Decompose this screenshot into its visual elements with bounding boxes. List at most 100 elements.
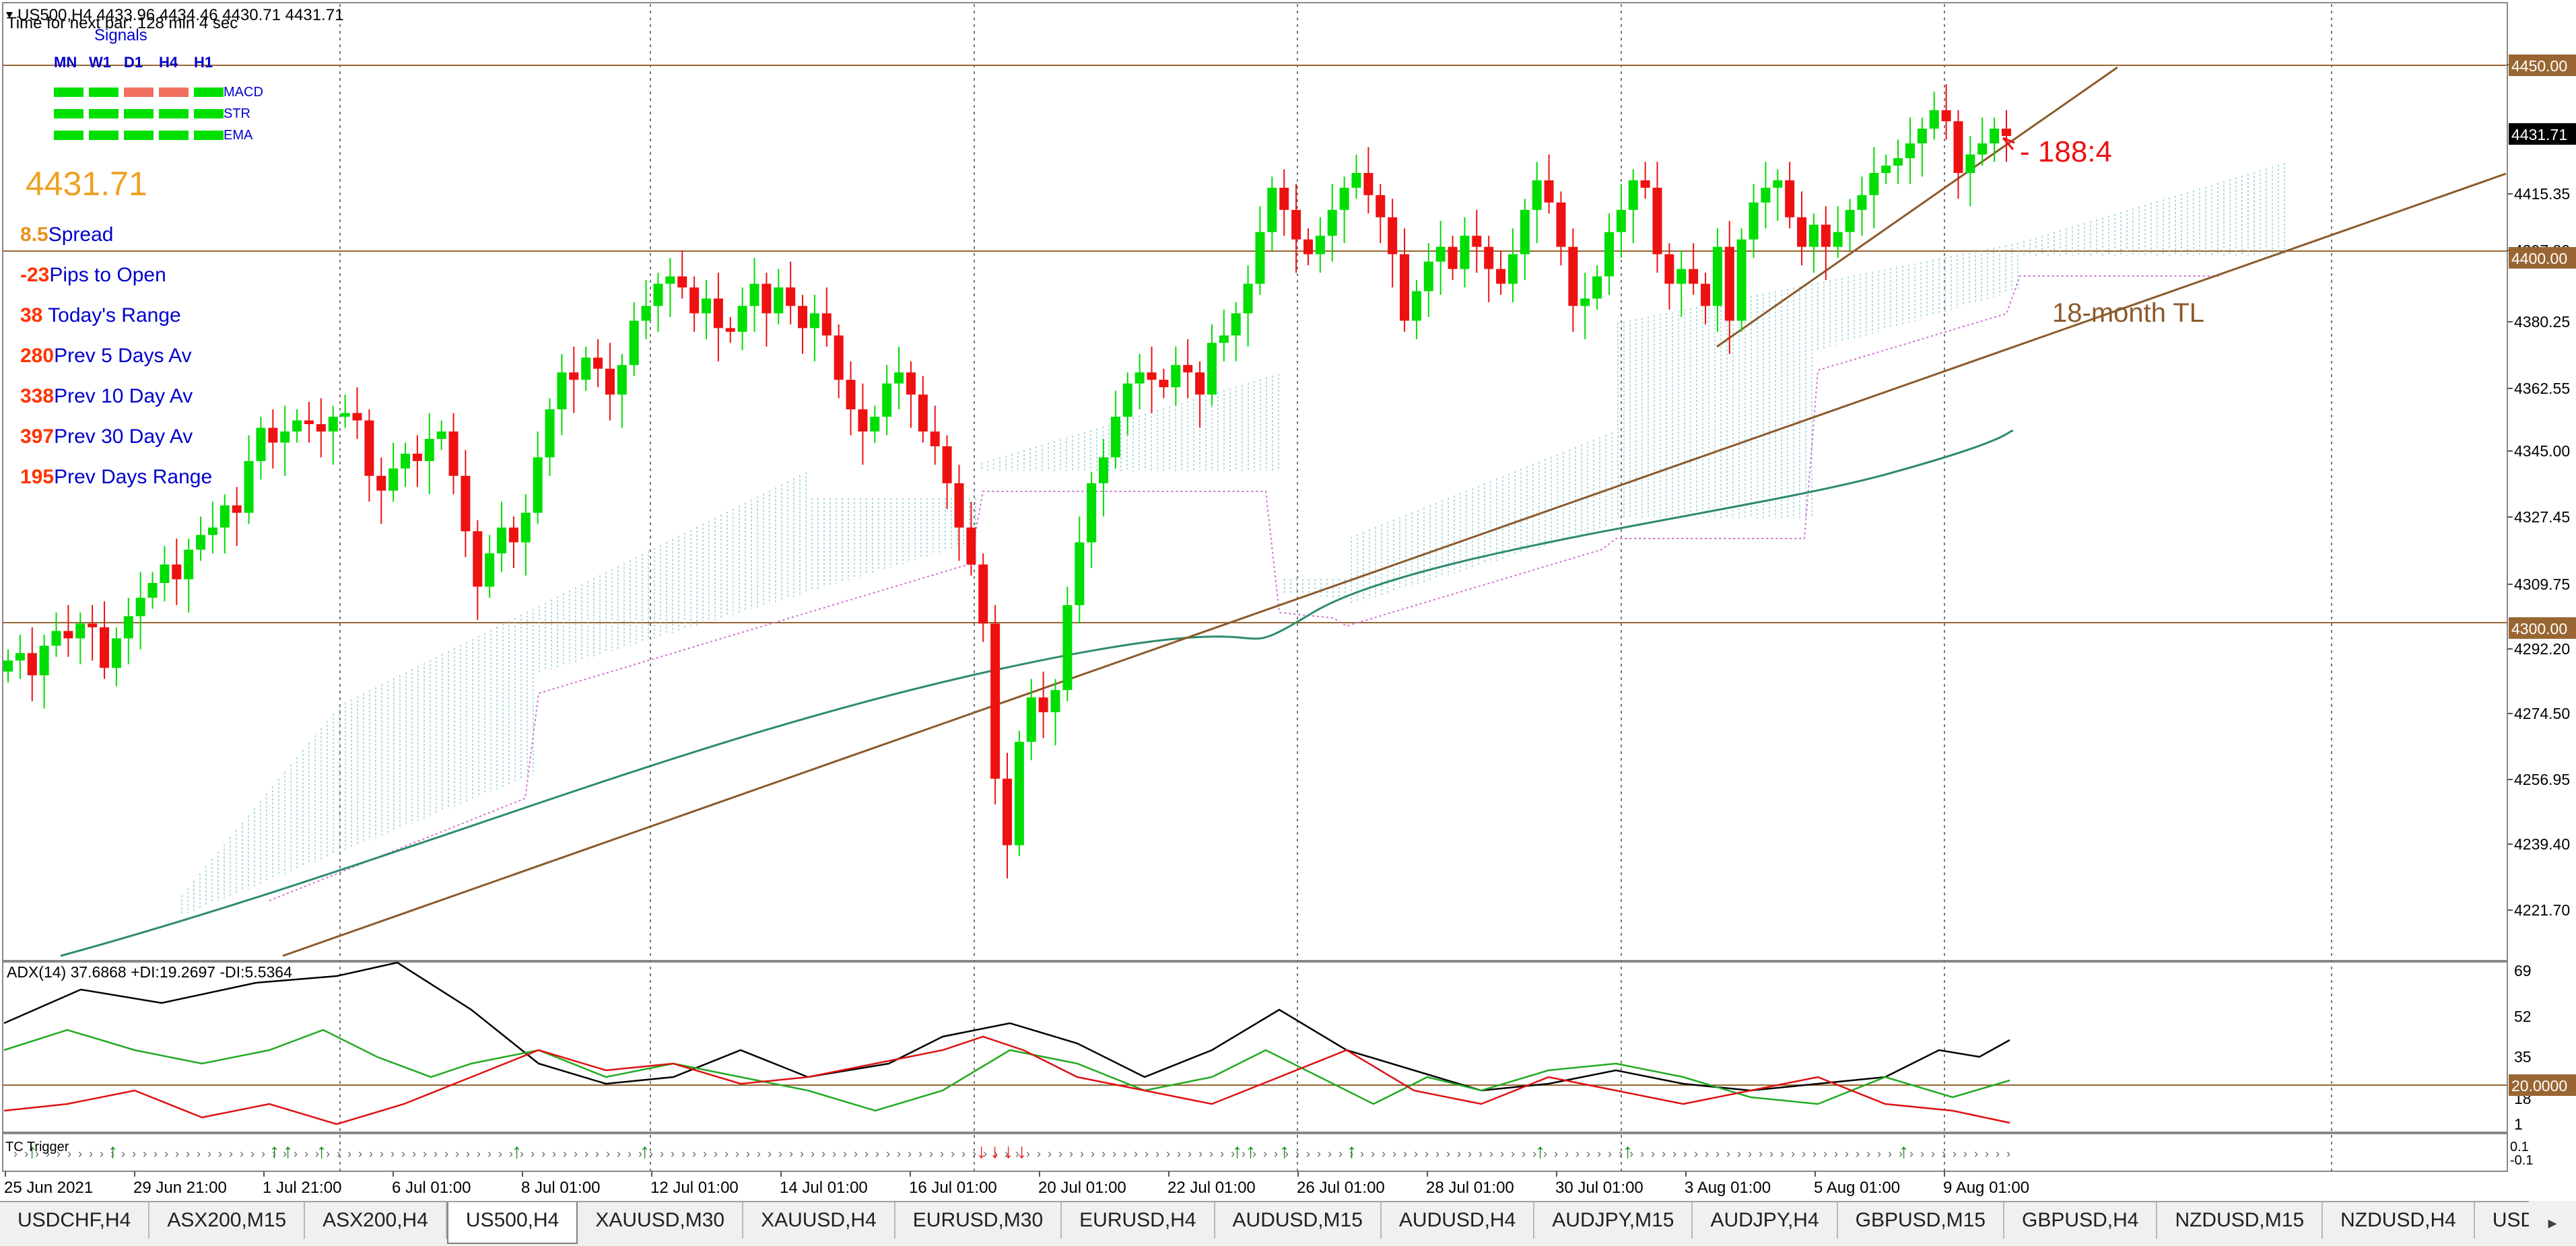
candle-body: [388, 468, 399, 491]
svg-text:›: ›: [692, 1147, 696, 1161]
svg-text:›: ›: [78, 1147, 82, 1161]
collapse-triangle-icon[interactable]: [6, 12, 13, 18]
svg-text:›: ›: [1974, 1147, 1978, 1161]
svg-text:›: ›: [1543, 1147, 1547, 1161]
candle-body: [1652, 187, 1662, 254]
trendline-18-month[interactable]: [282, 172, 2507, 957]
candle-body: [280, 431, 290, 443]
svg-text:↓: ↓: [1017, 1140, 1027, 1163]
chart-tab[interactable]: NZDUSD,M15: [2157, 1202, 2324, 1239]
svg-text:›: ›: [1694, 1147, 1698, 1161]
chart-tab[interactable]: XAUUSD,M30: [578, 1202, 744, 1239]
svg-text:›: ›: [1360, 1147, 1364, 1161]
svg-text:›: ›: [1091, 1147, 1095, 1161]
svg-text:›: ›: [132, 1147, 136, 1161]
svg-text:›: ›: [487, 1147, 492, 1161]
candle-body: [1917, 129, 1927, 144]
svg-text:›: ›: [304, 1147, 308, 1161]
adx-level-label: 20.0000: [2511, 1077, 2567, 1095]
candle-body: [123, 616, 133, 639]
chart-tab[interactable]: ASX200,M15: [149, 1202, 306, 1239]
candle-body: [1496, 269, 1506, 284]
svg-text:›: ›: [1209, 1147, 1213, 1161]
candle-body: [51, 631, 61, 646]
svg-text:›: ›: [1026, 1147, 1030, 1161]
chart-tab[interactable]: AUDUSD,H4: [1382, 1202, 1535, 1239]
adx-tick: 69: [2514, 962, 2532, 979]
candle-body: [966, 527, 976, 565]
svg-text:›: ›: [940, 1147, 944, 1161]
svg-text:›: ›: [800, 1147, 804, 1161]
stat-row: 8.5Spread: [20, 223, 113, 246]
candle-body: [1664, 254, 1674, 284]
chart-tab[interactable]: USDCHF,H4: [0, 1202, 150, 1239]
candle-body: [1062, 604, 1073, 691]
chart-area[interactable]: › › › › › › › › › › › › › › › › › › › › › › › › › › › › › › › › › › › › › › › ›…: [0, 0, 2576, 1201]
trendlines[interactable]: [282, 66, 2507, 957]
chart-tab[interactable]: AUDJPY,M15: [1534, 1202, 1693, 1239]
candle-body: [196, 534, 206, 550]
chart-tab[interactable]: EURUSD,H4: [1062, 1202, 1215, 1239]
signal-cell: [194, 88, 224, 97]
candle-body: [1749, 202, 1759, 240]
svg-text:›: ›: [757, 1147, 761, 1161]
price-tick: 4309.75: [2514, 576, 2570, 593]
svg-text:›: ›: [1812, 1147, 1817, 1161]
signal-cell: [89, 109, 118, 118]
chart-tab[interactable]: AUDUSD,M15: [1215, 1202, 1382, 1239]
adx-tick: 35: [2514, 1048, 2532, 1066]
svg-text:›: ›: [1338, 1147, 1343, 1161]
candle-body: [1195, 372, 1205, 395]
symbol-header: US500,H4 4433.96 4434.46 4430.71 4431.71: [18, 6, 343, 24]
svg-text:›: ›: [1565, 1147, 1569, 1161]
chart-tab[interactable]: ASX200,H4: [305, 1202, 447, 1239]
candle-body: [918, 394, 928, 432]
chart-tab[interactable]: XAUUSD,H4: [743, 1202, 895, 1239]
candle-body: [978, 564, 988, 624]
chart-tab[interactable]: NZDUSD,H4: [2323, 1202, 2475, 1239]
chart-tab[interactable]: EURUSD,M30: [895, 1202, 1062, 1239]
candle-body: [1821, 224, 1831, 247]
signal-timeframe: H1: [194, 54, 213, 71]
candle-body: [581, 357, 591, 380]
chart-tab[interactable]: GBPUSD,H4: [2004, 1202, 2158, 1239]
candle-body: [1363, 172, 1374, 195]
candle-body: [1580, 298, 1590, 306]
tab-scroll-button[interactable]: ▸: [2529, 1201, 2576, 1245]
svg-text:›: ›: [1920, 1147, 1924, 1161]
svg-text:›: ›: [1005, 1147, 1009, 1161]
svg-text:›: ›: [57, 1147, 61, 1161]
candle-body: [1507, 254, 1518, 284]
svg-text:›: ›: [714, 1147, 718, 1161]
signal-timeframe: D1: [124, 54, 143, 71]
svg-text:›: ›: [509, 1147, 513, 1161]
candle-body: [545, 409, 555, 458]
chart-tab[interactable]: GBPUSD,M15: [1838, 1202, 2005, 1239]
candle-body: [1255, 232, 1265, 284]
candle-body: [809, 313, 819, 328]
svg-text:›: ›: [1252, 1147, 1256, 1161]
timer-text: Time for next bar: 128 min 4 sec: [7, 14, 238, 32]
svg-text:›: ›: [606, 1147, 610, 1161]
svg-text:›: ›: [1748, 1147, 1752, 1161]
svg-text:›: ›: [1640, 1147, 1644, 1161]
svg-text:›: ›: [1909, 1147, 1913, 1161]
candle-body: [1592, 276, 1602, 299]
chart-tab[interactable]: AUDJPY,H4: [1693, 1202, 1838, 1239]
candle-body: [448, 431, 459, 476]
candle-body: [1808, 224, 1819, 247]
trendline-short[interactable]: [1716, 66, 2118, 348]
svg-text:›: ›: [24, 1147, 28, 1161]
trigger-arrows: › › › › › › › › › › › › › › › › › › › › › › › › › › › › › › › › › › › › › › › ›…: [13, 1140, 2010, 1163]
svg-text:↑: ↑: [640, 1140, 650, 1163]
candle-body: [184, 549, 194, 580]
candle-body: [605, 368, 615, 395]
svg-text:›: ›: [1619, 1147, 1623, 1161]
candle-body: [1736, 239, 1747, 321]
chart-tab[interactable]: US500,H4: [446, 1202, 578, 1244]
candle-body: [882, 383, 892, 417]
svg-text:›: ›: [1177, 1147, 1181, 1161]
candle-body: [725, 328, 735, 332]
svg-text:›: ›: [444, 1147, 448, 1161]
svg-text:›: ›: [531, 1147, 535, 1161]
